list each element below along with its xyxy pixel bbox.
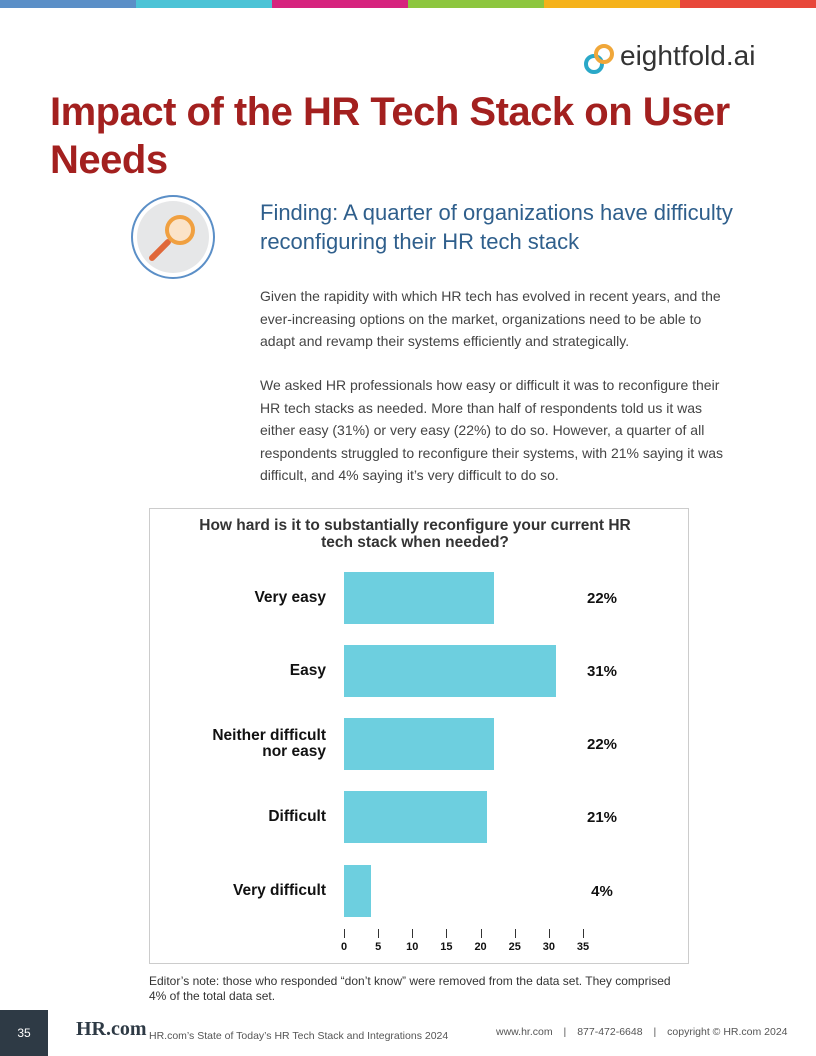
tick-mark [514, 929, 516, 938]
value-label: 21% [586, 809, 618, 826]
category-label: Easy [289, 662, 326, 679]
footer-logo: HR.com [76, 1018, 147, 1040]
tick-mark [446, 929, 448, 938]
x-tick-label: 30 [542, 941, 555, 953]
tick-mark [583, 929, 584, 938]
footer-web: www.hr.com [496, 1026, 553, 1038]
footer-phone: 877-472-6648 [577, 1026, 643, 1038]
x-tick-label: 0 [340, 941, 348, 953]
bar [344, 791, 488, 843]
bar [344, 645, 556, 697]
bar [344, 865, 372, 917]
tick-mark [412, 929, 414, 938]
color-band [272, 0, 408, 8]
color-band [544, 0, 680, 8]
x-tick-label: 5 [375, 941, 382, 953]
footer-report: HR.com’s State of Today’s HR Tech Stack … [149, 1030, 449, 1042]
x-tick-label: 20 [474, 941, 487, 953]
bar [344, 572, 495, 624]
value-label: 4% [591, 883, 613, 900]
chart: How hard is it to substantially reconfig… [149, 508, 689, 964]
category-label: Very difficult [232, 882, 326, 899]
x-tick-label: 15 [440, 941, 453, 953]
editor-note: Editor’s note: those who responded “don’… [149, 974, 671, 1003]
category-label: Difficult [268, 808, 326, 825]
x-tick-label: 25 [508, 941, 521, 953]
paragraph: We asked HR professionals how easy or di… [260, 377, 724, 483]
logo: eightfold.ai [620, 40, 756, 71]
tick-mark [548, 929, 550, 938]
color-band [680, 0, 816, 8]
category-label: Neither difficult nor easy [212, 727, 326, 760]
footer-contact: www.hr.com | 877-472-6648 | copyright © … [496, 1026, 788, 1038]
x-tick-label: 35 [576, 941, 590, 953]
color-band [408, 0, 544, 8]
paragraph: Given the rapidity with which HR tech ha… [260, 288, 721, 349]
tick-mark [480, 929, 482, 938]
color-band [136, 0, 272, 8]
bar [344, 718, 495, 770]
color-band [0, 0, 136, 8]
finding-heading: Finding: A quarter of organizations have… [260, 200, 733, 254]
magnifier-icon [131, 195, 215, 279]
value-label: 31% [586, 663, 618, 680]
logo-icon [584, 44, 614, 74]
page-title: Impact of the HR Tech Stack on User Need… [50, 90, 730, 182]
chart-title: How hard is it to substantially reconfig… [199, 517, 631, 551]
footer-copyright: copyright © HR.com 2024 [667, 1026, 788, 1038]
value-label: 22% [586, 736, 618, 753]
value-label: 22% [586, 590, 618, 607]
tick-mark [378, 929, 380, 938]
tick-mark [344, 929, 345, 938]
category-label: Very easy [254, 589, 326, 606]
page-number: 35 [0, 1010, 48, 1056]
x-tick-label: 10 [406, 941, 419, 953]
